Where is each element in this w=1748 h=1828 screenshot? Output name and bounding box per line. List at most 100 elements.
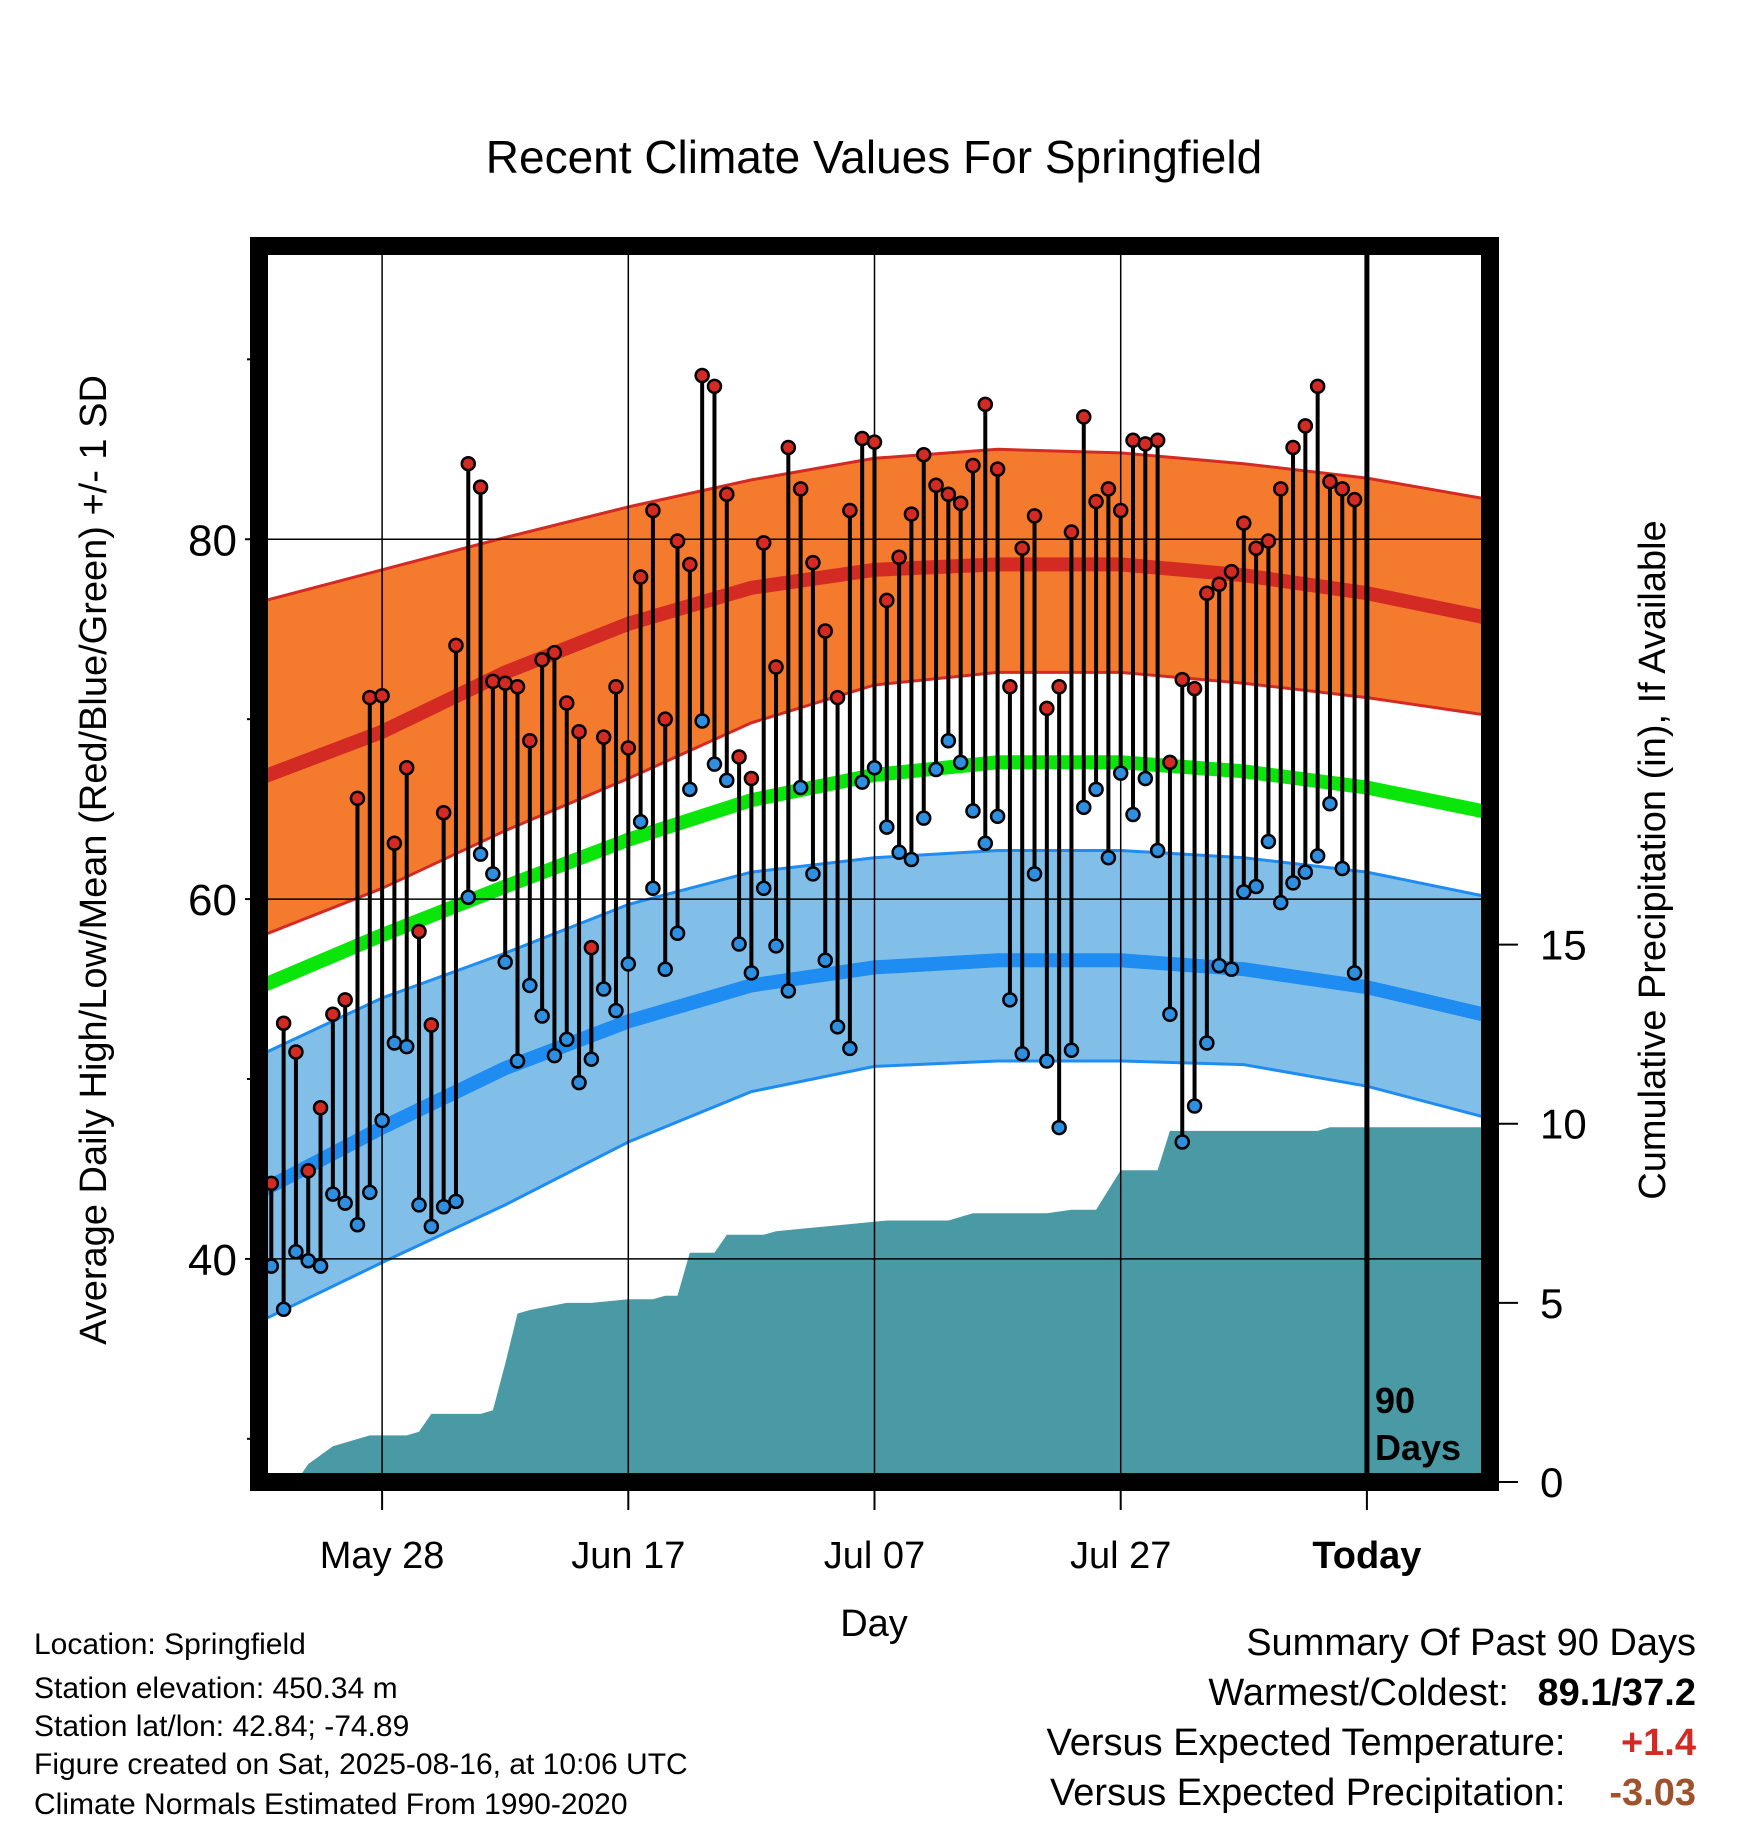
- daily-low-point: [374, 1112, 390, 1129]
- daily-low-point: [1063, 1042, 1080, 1058]
- daily-high-point: [325, 1006, 341, 1022]
- daily-low-point: [522, 977, 538, 994]
- daily-high-point: [842, 502, 858, 519]
- daily-high-point: [1199, 585, 1215, 601]
- daily-high-point: [1297, 418, 1314, 434]
- daily-low-point: [1026, 866, 1043, 882]
- info-location: Location: Springfield: [34, 1628, 306, 1661]
- daily-low-point: [682, 781, 698, 798]
- daily-high-point: [312, 1100, 329, 1116]
- daily-low-point: [780, 983, 797, 999]
- daily-low-point: [1334, 860, 1351, 877]
- daily-high-point: [1063, 524, 1080, 540]
- daily-high-point: [1125, 432, 1141, 449]
- daily-high-point: [275, 1015, 292, 1031]
- daily-high-point: [522, 733, 538, 749]
- daily-high-point: [571, 724, 587, 740]
- daily-high-point: [1076, 409, 1092, 425]
- summary-title: Summary Of Past 90 Days: [1246, 1622, 1696, 1664]
- daily-low-point: [632, 813, 649, 830]
- daily-high-point: [854, 430, 870, 447]
- daily-high-point: [817, 623, 834, 639]
- y-tick-label: 40: [188, 1236, 237, 1285]
- daily-low-point: [1051, 1119, 1067, 1136]
- temp-label: Versus Expected Temperature:: [1046, 1722, 1566, 1764]
- daily-high-point: [989, 461, 1006, 477]
- precip-value: -3.03: [1609, 1772, 1696, 1814]
- y2-tick-label: 5: [1540, 1280, 1563, 1327]
- daily-low-point: [349, 1216, 366, 1233]
- daily-low-point: [337, 1195, 353, 1211]
- daily-low-point: [1039, 1053, 1055, 1069]
- x-tick-label: Jul 07: [824, 1535, 925, 1577]
- daily-high-point: [485, 673, 501, 690]
- daily-low-point: [952, 754, 969, 771]
- x-tick-label: Jul 27: [1070, 1535, 1171, 1577]
- daily-low-point: [1088, 781, 1104, 798]
- daily-low-point: [1199, 1035, 1215, 1051]
- daily-high-point: [743, 770, 760, 787]
- daily-low-point: [386, 1035, 403, 1051]
- daily-high-point: [1112, 502, 1129, 519]
- daily-high-point: [1322, 473, 1338, 490]
- daily-low-point: [1309, 848, 1326, 864]
- daily-low-point: [595, 981, 612, 997]
- daily-high-point: [792, 481, 809, 497]
- y-tick-label: 60: [188, 876, 237, 925]
- daily-low-point: [1112, 765, 1129, 781]
- daily-low-point: [965, 803, 981, 819]
- daily-low-point: [1076, 799, 1092, 816]
- daily-high-point: [1100, 481, 1117, 497]
- x-axis-label: Day: [840, 1603, 908, 1645]
- daily-low-point: [842, 1040, 858, 1057]
- daily-high-point: [546, 644, 563, 661]
- x-tick-label: Jun 17: [571, 1535, 685, 1577]
- daily-high-point: [731, 749, 747, 765]
- daily-low-point: [928, 761, 944, 778]
- warm-cold-value: 89.1/37.2: [1537, 1672, 1696, 1714]
- daily-low-point: [1014, 1046, 1030, 1062]
- daily-high-point: [940, 486, 957, 503]
- daily-high-point: [1162, 754, 1178, 771]
- daily-low-point: [915, 810, 932, 826]
- daily-low-point: [1162, 1006, 1178, 1022]
- daily-low-point: [1272, 894, 1289, 911]
- daily-high-point: [1002, 679, 1018, 695]
- daily-low-point: [854, 774, 870, 790]
- daily-high-point: [977, 396, 994, 413]
- daily-high-point: [1137, 436, 1154, 452]
- daily-high-point: [657, 711, 673, 727]
- daily-low-point: [719, 772, 735, 789]
- y2-tick-label: 15: [1540, 922, 1587, 969]
- daily-high-point: [879, 592, 895, 609]
- daily-low-point: [1260, 833, 1277, 850]
- temp-value: +1.4: [1620, 1722, 1696, 1764]
- daily-low-point: [940, 733, 957, 749]
- daily-low-point: [903, 851, 920, 868]
- daily-low-point: [669, 925, 686, 942]
- summary-precip: Versus Expected Precipitation: -3.03: [1050, 1772, 1696, 1815]
- daily-low-point: [485, 866, 501, 882]
- daily-high-point: [534, 652, 550, 668]
- daily-low-point: [620, 956, 637, 972]
- daily-high-point: [1211, 576, 1227, 592]
- daily-low-point: [423, 1218, 440, 1235]
- daily-high-point: [719, 486, 735, 503]
- daily-high-point: [559, 695, 575, 711]
- daily-high-point: [928, 477, 944, 494]
- daily-high-point: [903, 506, 920, 522]
- daily-high-point: [1346, 491, 1363, 508]
- x-tick-label: Today: [1312, 1535, 1421, 1577]
- y2-axis-label: Cumulative Precipitation (in), If Availa…: [1632, 520, 1674, 1199]
- daily-high-point: [1248, 540, 1264, 557]
- y2-tick-label: 0: [1540, 1459, 1563, 1506]
- daily-high-point: [1309, 378, 1326, 395]
- daily-high-point: [460, 455, 477, 472]
- daily-high-point: [411, 923, 427, 940]
- daily-low-point: [1211, 957, 1227, 974]
- daily-low-point: [435, 1198, 452, 1215]
- daily-high-point: [300, 1163, 316, 1179]
- daily-low-point: [1137, 770, 1154, 787]
- daily-low-point: [288, 1243, 304, 1260]
